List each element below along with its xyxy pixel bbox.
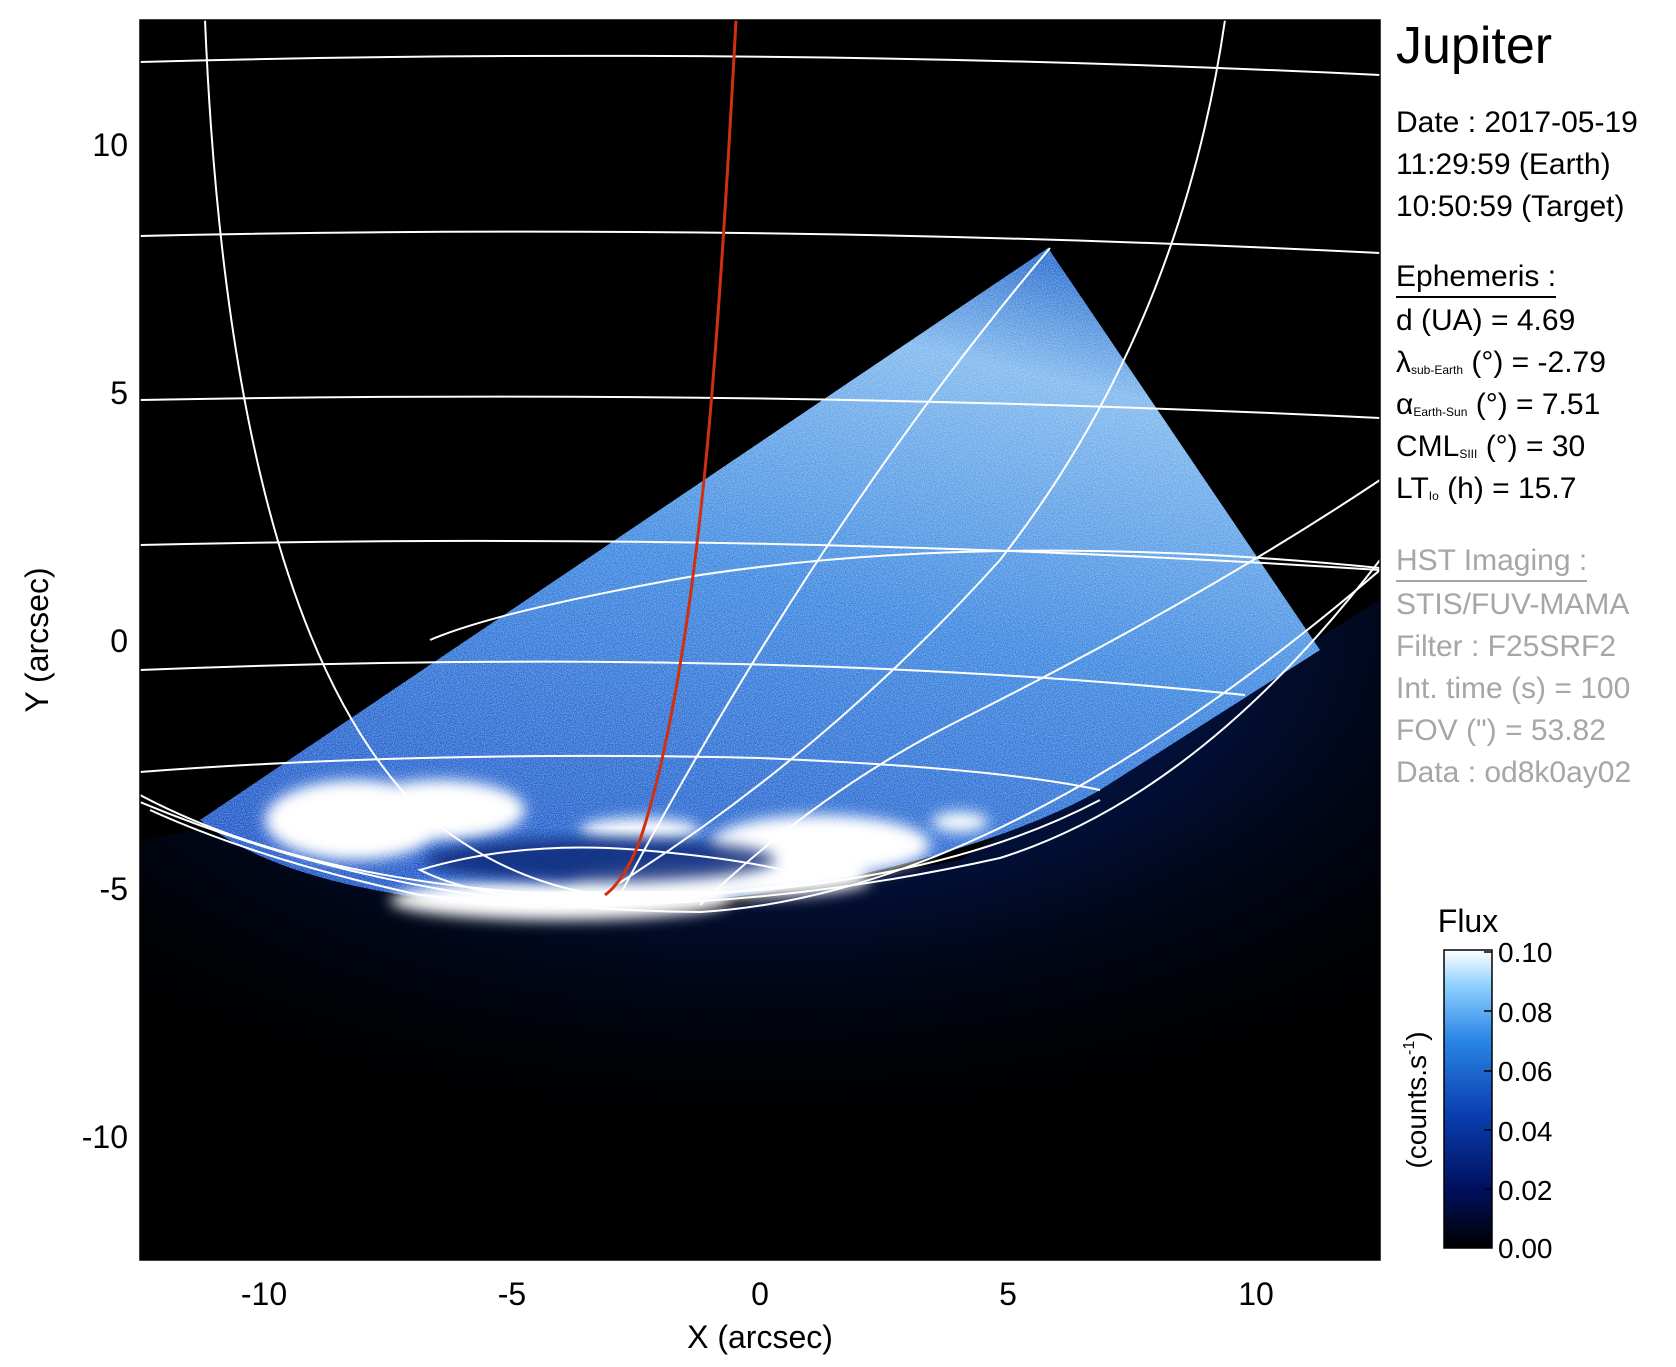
colorbar-label-text: (counts.s — [1401, 1055, 1432, 1169]
y-axis-label: Y (arcsec) — [19, 567, 55, 712]
cml-symbol: CML — [1396, 430, 1460, 463]
phase-angle: αEarth-Sun (°) = 7.51 — [1396, 384, 1600, 433]
lt-subscript: Io — [1428, 489, 1439, 503]
x-tick: -5 — [498, 1276, 526, 1312]
lambda-subscript: sub-Earth — [1411, 363, 1464, 377]
filter-name: Filter : F25SRF2 — [1396, 630, 1617, 663]
lt-symbol: LT — [1396, 472, 1429, 505]
x-tick: -10 — [241, 1276, 287, 1312]
x-axis-label: X (arcsec) — [687, 1319, 833, 1355]
flux-image — [140, 20, 1380, 1260]
alpha-value: (°) = 7.51 — [1467, 388, 1601, 421]
central-meridian-line — [604, 20, 738, 897]
field-of-view: FOV (") = 53.82 — [1396, 714, 1606, 747]
colorbar-label: (counts.s-1) — [1401, 1031, 1432, 1168]
colorbar-tick: 0.04 — [1498, 1116, 1553, 1147]
alpha-symbol: α — [1396, 388, 1414, 421]
colorbar-label-close: ) — [1401, 1031, 1432, 1040]
instrument-name: STIS/FUV-MAMA — [1396, 588, 1630, 621]
planet-title: Jupiter — [1396, 17, 1553, 75]
colorbar: Flux 0.10 0.08 0.06 0.04 0.02 0.00 (coun… — [1401, 903, 1553, 1264]
x-tick: 5 — [999, 1276, 1017, 1312]
cml-subscript: SIII — [1459, 447, 1478, 461]
time-earth: 11:29:59 (Earth) — [1396, 148, 1611, 181]
colorbar-tick: 0.08 — [1498, 997, 1553, 1028]
ephemeris-header: Ephemeris : — [1396, 258, 1557, 298]
colorbar-tick: 0.10 — [1498, 937, 1553, 968]
y-tick: 5 — [110, 375, 128, 411]
colorbar-title: Flux — [1438, 903, 1498, 939]
colorbar-tick: 0.00 — [1498, 1233, 1553, 1264]
time-target: 10:50:59 (Target) — [1396, 190, 1625, 223]
plot-frame — [139, 19, 1381, 1261]
cml-value: (°) = 30 — [1477, 430, 1586, 463]
lat-lon-grid — [140, 20, 1380, 914]
y-tick: 10 — [92, 127, 128, 163]
colorbar-tick: 0.02 — [1498, 1175, 1553, 1206]
y-tick: 0 — [110, 623, 128, 659]
hst-imaging-header: HST Imaging : — [1396, 542, 1588, 582]
central-meridian-longitude: CMLSIII (°) = 30 — [1396, 426, 1585, 475]
integration-time: Int. time (s) = 100 — [1396, 672, 1631, 705]
x-tick: 10 — [1238, 1276, 1274, 1312]
observation-date: Date : 2017-05-19 — [1396, 106, 1638, 139]
y-tick: -10 — [82, 1119, 128, 1155]
alpha-subscript: Earth-Sun — [1413, 405, 1468, 419]
lambda-value: (°) = -2.79 — [1463, 346, 1606, 379]
x-tick: 0 — [751, 1276, 769, 1312]
sub-earth-latitude: λsub-Earth (°) = -2.79 — [1396, 342, 1606, 391]
lambda-symbol: λ — [1396, 346, 1411, 379]
io-local-time: LTIo (h) = 15.7 — [1396, 468, 1576, 517]
lt-value: (h) = 15.7 — [1438, 472, 1577, 505]
y-tick: -5 — [100, 871, 128, 907]
distance-value: d (UA) = 4.69 — [1396, 304, 1576, 337]
colorbar-tick: 0.06 — [1498, 1056, 1553, 1087]
data-id: Data : od8k0ay02 — [1396, 756, 1632, 789]
colorbar-label-sup: -1 — [1401, 1041, 1418, 1055]
colorbar-gradient — [1443, 949, 1493, 1249]
